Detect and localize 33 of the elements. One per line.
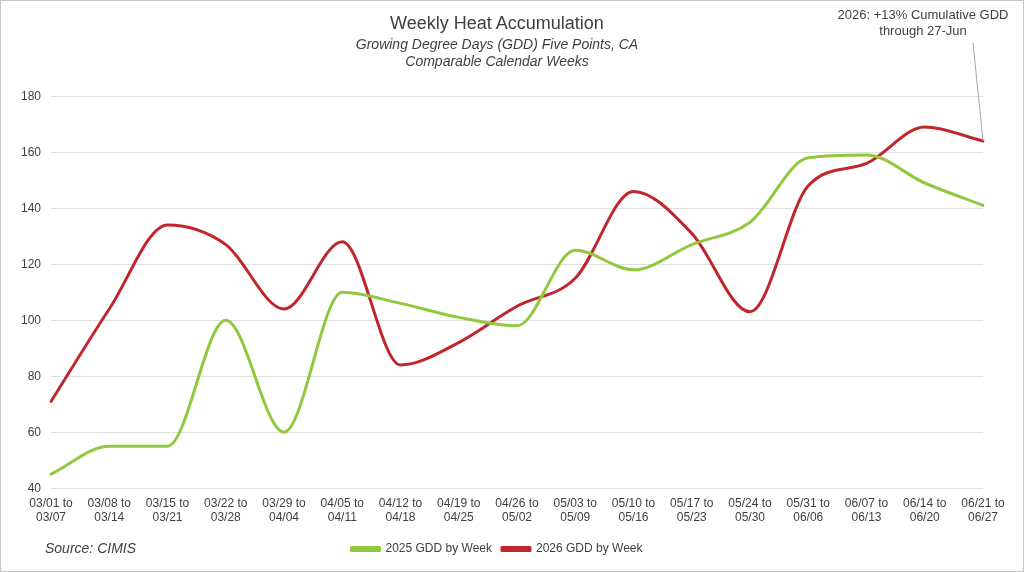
x-tick-label: 04/19 to 04/25 bbox=[437, 495, 481, 525]
x-tick-label: 06/21 to 06/27 bbox=[961, 495, 1006, 525]
x-tick-label: 05/03 to 05/09 bbox=[553, 495, 598, 525]
y-tick-label: 100 bbox=[20, 312, 42, 327]
x-tick-label: 03/29 to 04/04 bbox=[262, 495, 307, 525]
y-tick-label: 40 bbox=[27, 480, 42, 495]
x-tick-label: 04/05 to 04/11 bbox=[320, 495, 365, 525]
y-tick-label: 60 bbox=[27, 424, 42, 439]
x-tick-label: 06/07 to 06/13 bbox=[844, 495, 889, 525]
x-tick-label: 05/17 to 05/23 bbox=[670, 495, 714, 525]
y-tick-label: 140 bbox=[20, 200, 42, 215]
line-series bbox=[49, 153, 985, 476]
legend-label: 2026 GDD by Week bbox=[536, 541, 644, 556]
line-series bbox=[49, 125, 985, 403]
source-note: Source: CIMIS bbox=[45, 539, 137, 556]
x-tick-label: 03/22 to 03/28 bbox=[204, 495, 248, 525]
x-tick-label: 05/31 to 06/06 bbox=[786, 495, 831, 525]
y-tick-label: 180 bbox=[20, 88, 42, 103]
y-tick-label: 80 bbox=[27, 368, 42, 383]
x-tick-label: 05/24 to 05/30 bbox=[728, 495, 773, 525]
x-tick-label: 06/14 to 06/20 bbox=[903, 495, 947, 525]
y-tick-label: 160 bbox=[20, 144, 42, 159]
x-tick-label: 03/15 to 03/21 bbox=[145, 495, 190, 525]
y-tick-label: 120 bbox=[20, 256, 42, 271]
x-tick-label: 05/10 to 05/16 bbox=[611, 495, 656, 525]
x-tick-label: 04/26 to 05/02 bbox=[495, 495, 540, 525]
legend-label: 2025 GDD by Week bbox=[385, 541, 493, 556]
annotation: 2026: +13% Cumulative GDD through 27-Jun bbox=[837, 7, 1009, 39]
x-tick-label: 03/01 to 03/07 bbox=[29, 495, 74, 525]
chart-title: Weekly Heat Accumulation bbox=[390, 12, 604, 33]
x-tick-label: 04/12 to 04/18 bbox=[378, 495, 423, 525]
x-tick-label: 03/08 to 03/14 bbox=[87, 495, 132, 525]
chart-subtitle: Growing Degree Days (GDD) Five Points, CA Comparable Calendar Weeks bbox=[355, 35, 639, 69]
